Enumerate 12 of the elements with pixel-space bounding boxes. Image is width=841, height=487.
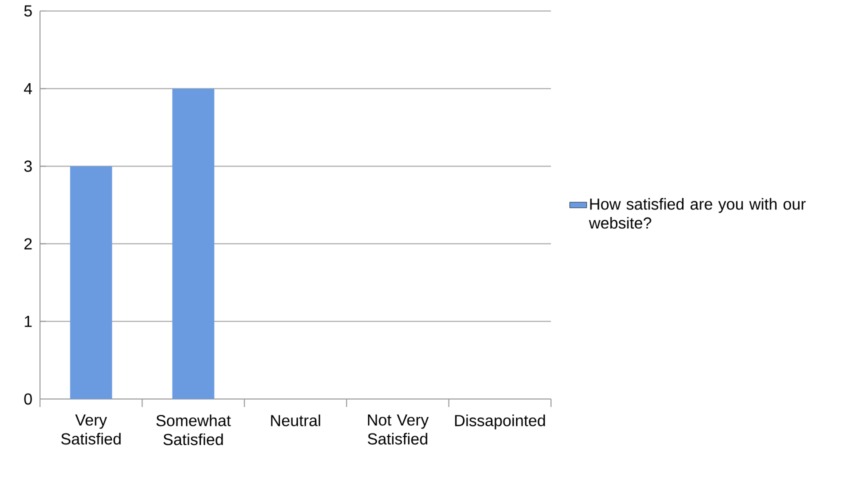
y-tick-label: 2 xyxy=(24,238,32,250)
x-tick-label: Not Very Satisfied xyxy=(368,414,429,445)
x-tick-label: Dissapointed xyxy=(455,414,545,430)
x-tick-label: Somewhat Satisfied xyxy=(156,414,231,446)
y-tick-label: 0 xyxy=(24,393,32,405)
y-tick-label: 5 xyxy=(24,5,32,17)
x-tick-label: Neutral xyxy=(271,414,320,426)
y-tick-label: 4 xyxy=(24,83,32,94)
y-tick-label: 3 xyxy=(24,160,32,172)
x-tick-label: Very Satisfied xyxy=(61,414,121,445)
y-tick-label: 1 xyxy=(24,316,32,327)
legend-label: How satisfied are you with our website? xyxy=(588,198,806,229)
